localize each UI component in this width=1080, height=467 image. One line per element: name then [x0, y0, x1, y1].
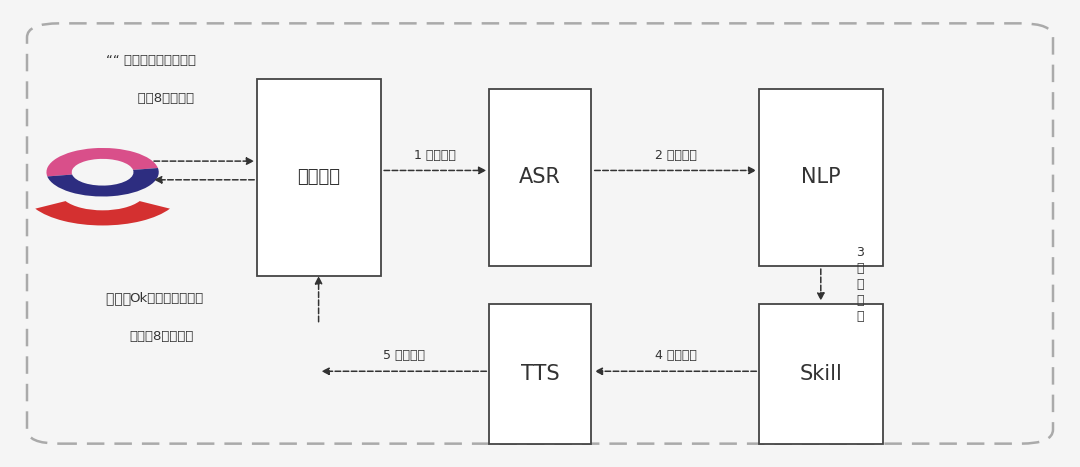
Text: Ok，已帮你设置明: Ok，已帮你设置明	[130, 292, 204, 305]
Text: 智能设备: 智能设备	[297, 169, 340, 186]
Text: 2 指令文本: 2 指令文本	[656, 149, 697, 162]
Text: NLP: NLP	[801, 168, 840, 187]
Text: ““ 若琪，帮我设置明天: ““ 若琪，帮我设置明天	[106, 54, 195, 67]
Text: TTS: TTS	[521, 364, 559, 383]
Bar	[257, 79, 380, 276]
Text: 天早上8点的闹钟: 天早上8点的闹钟	[130, 330, 194, 343]
Text: 5 回复音频: 5 回复音频	[383, 349, 424, 362]
Text: 早上8点的闹钟: 早上8点的闹钟	[125, 92, 194, 105]
FancyBboxPatch shape	[27, 23, 1053, 444]
Bar	[759, 304, 883, 444]
Bar	[488, 89, 592, 266]
Text: 3
用
户
意
图: 3 用 户 意 图	[856, 247, 864, 323]
Wedge shape	[36, 201, 170, 226]
Text: 𝄃𝄃𝄂: 𝄃𝄃𝄂	[106, 292, 135, 306]
Text: 4 回复文本: 4 回复文本	[656, 349, 697, 362]
Bar	[488, 304, 592, 444]
Wedge shape	[46, 148, 158, 177]
Text: 1 指令语音: 1 指令语音	[415, 149, 456, 162]
Wedge shape	[48, 168, 159, 197]
Bar	[759, 89, 883, 266]
Text: Skill: Skill	[799, 364, 842, 383]
Text: ASR: ASR	[519, 168, 561, 187]
